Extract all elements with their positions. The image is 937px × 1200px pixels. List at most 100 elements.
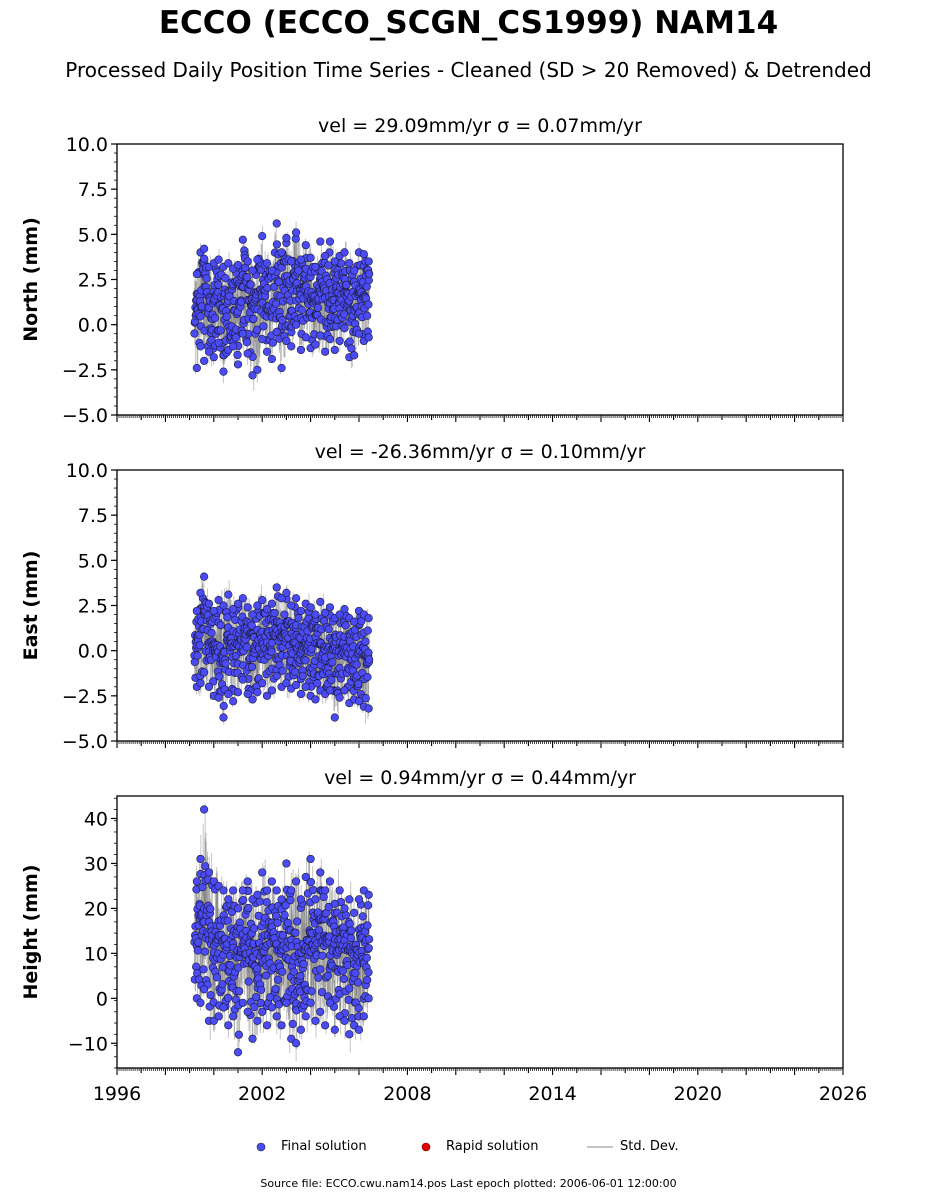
data-point — [273, 918, 282, 927]
data-point-extreme — [301, 682, 310, 691]
data-layer — [190, 219, 374, 391]
data-point-extreme — [316, 597, 325, 606]
data-point — [340, 310, 349, 319]
data-point — [201, 862, 210, 871]
data-point-extreme — [364, 614, 373, 623]
data-point-extreme — [262, 886, 272, 895]
data-point — [267, 647, 276, 656]
data-point-extreme — [233, 688, 243, 697]
data-point-extreme — [311, 695, 320, 704]
east-panel: vel = -26.36mm/yr σ = 0.10mm/yr East (mm)… — [20, 441, 844, 753]
data-point-extreme — [277, 248, 286, 257]
data-point-extreme — [282, 998, 291, 1007]
data-point-extreme — [272, 327, 281, 336]
data-point-extreme — [340, 686, 349, 695]
data-point-extreme — [311, 895, 320, 904]
data-point — [224, 993, 233, 1002]
y-tick-label: −5.0 — [62, 731, 108, 753]
data-point — [306, 877, 316, 887]
data-point — [215, 672, 224, 681]
data-point-extreme — [267, 599, 276, 608]
data-point — [242, 642, 252, 652]
data-point — [358, 912, 367, 921]
data-point-extreme — [219, 1003, 228, 1012]
data-point-extreme — [340, 605, 349, 614]
y-tick-label: 20 — [84, 898, 108, 920]
data-point-extreme — [291, 680, 301, 690]
data-point — [195, 640, 204, 650]
data-point-extreme — [192, 877, 201, 886]
data-point — [286, 896, 295, 905]
y-axis-label: North (mm) — [20, 217, 42, 342]
data-point-extreme — [262, 691, 272, 700]
data-point-extreme — [200, 356, 209, 365]
data-point-extreme — [364, 704, 373, 713]
data-point-extreme — [340, 1016, 349, 1025]
data-point — [194, 938, 203, 947]
data-point-extreme — [258, 679, 267, 688]
data-point — [301, 656, 310, 665]
data-point-extreme — [219, 886, 228, 895]
data-point — [250, 1002, 259, 1012]
data-point — [347, 344, 356, 353]
data-point-extreme — [233, 1048, 243, 1057]
data-point — [226, 961, 235, 970]
data-point-extreme — [301, 333, 310, 342]
data-point-extreme — [301, 1012, 310, 1021]
data-point-extreme — [192, 269, 201, 279]
data-point-extreme — [229, 605, 238, 614]
data-point-extreme — [192, 363, 201, 373]
data-point-extreme — [238, 998, 247, 1007]
data-point — [244, 903, 253, 913]
data-point — [247, 662, 257, 672]
data-point — [352, 660, 361, 669]
north-panel: vel = 29.09mm/yr σ = 0.07mm/yr North (mm)… — [20, 115, 844, 427]
data-point — [278, 316, 287, 325]
height-panel: vel = 0.94mm/yr σ = 0.44mm/yr Height (mm)… — [20, 767, 867, 1105]
data-point — [345, 984, 354, 993]
data-point-extreme — [350, 908, 359, 917]
data-point-extreme — [316, 868, 325, 877]
data-point — [293, 917, 302, 926]
data-point-extreme — [321, 608, 330, 617]
y-tick-label: 10.0 — [66, 460, 108, 482]
y-tick-label: 0.0 — [78, 641, 108, 663]
data-point-extreme — [316, 1007, 325, 1016]
data-point-extreme — [321, 1021, 330, 1030]
data-point-extreme — [335, 886, 344, 895]
data-point-extreme — [267, 266, 276, 275]
data-point-extreme — [364, 333, 373, 342]
std-line-icon — [587, 1146, 613, 1148]
data-point-extreme — [200, 805, 209, 814]
final-marker-icon — [256, 1142, 266, 1152]
data-point — [365, 655, 374, 664]
data-point — [233, 350, 242, 360]
data-point-extreme — [219, 601, 228, 610]
data-point-extreme — [354, 329, 364, 338]
data-point — [363, 975, 372, 985]
data-point-extreme — [209, 353, 218, 362]
data-point-extreme — [321, 251, 330, 261]
data-point-extreme — [243, 689, 252, 699]
data-point-extreme — [277, 895, 286, 904]
data-point-extreme — [330, 899, 339, 909]
data-point-extreme — [277, 1021, 286, 1030]
data-point-extreme — [335, 336, 344, 346]
data-point — [235, 987, 244, 996]
data-point — [342, 280, 351, 290]
data-point — [363, 673, 372, 682]
data-point-extreme — [291, 1039, 301, 1048]
data-point — [271, 299, 281, 308]
data-point — [268, 338, 277, 347]
data-point — [207, 628, 216, 638]
data-point-extreme — [311, 262, 320, 271]
data-point — [280, 610, 289, 619]
data-point — [364, 901, 373, 910]
data-point-extreme — [330, 1025, 339, 1034]
data-point-extreme — [243, 877, 252, 886]
data-point — [270, 608, 279, 618]
data-point — [259, 322, 268, 331]
data-point-extreme — [253, 365, 262, 374]
data-point-extreme — [243, 603, 252, 612]
data-point-extreme — [200, 985, 209, 994]
